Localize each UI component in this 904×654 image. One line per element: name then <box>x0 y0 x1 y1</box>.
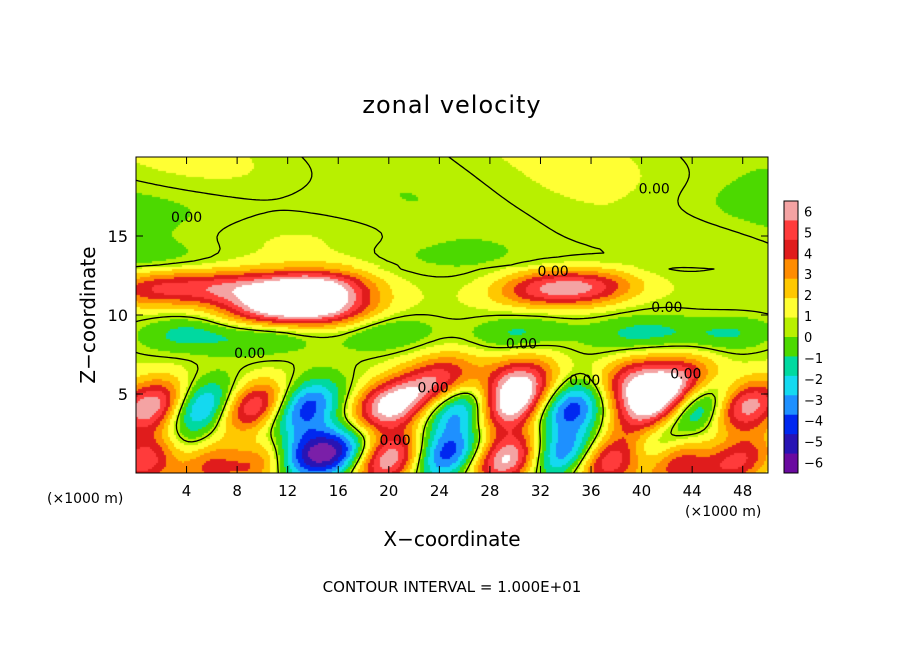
x-tick-label: 20 <box>379 482 398 500</box>
colorbar-tick-label: −3 <box>804 394 823 409</box>
colorbar-tick-label: −4 <box>804 415 823 430</box>
colorbar-swatch <box>784 395 798 416</box>
y-tick-label: 10 <box>108 306 128 325</box>
colorbar-tick-label: −6 <box>804 457 823 472</box>
colorbar-tick-label: 6 <box>804 205 812 220</box>
colorbar-frame <box>783 200 799 474</box>
colorbar-swatch <box>784 239 798 260</box>
x-tick-label: 32 <box>531 482 550 500</box>
x-axis-label: X−coordinate <box>383 527 520 551</box>
colorbar-tick-label: −2 <box>804 373 823 388</box>
contour-interval-note: CONTOUR INTERVAL = 1.000E+01 <box>323 578 582 596</box>
contour-label: 0.00 <box>651 300 682 316</box>
contour-label: 0.00 <box>538 264 569 280</box>
contour-label: 0.00 <box>670 366 701 382</box>
colorbar-tick-label: −5 <box>804 436 823 451</box>
x-tick-label: 16 <box>329 482 348 500</box>
colorbar-tick-label: 3 <box>804 268 812 283</box>
contour-label: 0.00 <box>506 336 537 352</box>
colorbar-swatch <box>784 201 798 221</box>
colorbar-swatch <box>784 375 798 396</box>
contour-label: 0.00 <box>639 182 670 198</box>
x-tick-label: 44 <box>683 482 702 500</box>
colorbar-swatch <box>784 453 798 474</box>
zero-contour <box>135 156 769 474</box>
colorbar-tick-label: 4 <box>804 247 812 262</box>
contour-labels: 0.00 0.00 0.00 0.00 0.00 0.00 0.00 0.00 0.00 0.00 <box>171 182 701 449</box>
y-tick-label: 15 <box>108 227 128 246</box>
x-tick-label: 8 <box>232 482 242 500</box>
colorbar-swatch <box>784 278 798 299</box>
contour-label: 0.00 <box>234 346 265 362</box>
velocity-field <box>136 157 768 473</box>
colorbar-swatch <box>784 337 798 357</box>
x-tick-label: 40 <box>632 482 651 500</box>
colorbar-tick-label: −1 <box>804 352 823 367</box>
plot-area: 0.00 0.00 0.00 0.00 0.00 0.00 0.00 0.00 0.00 0.00 <box>135 156 769 474</box>
x-tick-label: 48 <box>733 482 752 500</box>
contour-label: 0.00 <box>417 381 448 397</box>
y-axis: 5 10 15 <box>108 227 768 404</box>
colorbar-swatch <box>784 434 798 455</box>
x-tick-label: 28 <box>480 482 499 500</box>
contour-label: 0.00 <box>171 210 202 226</box>
colorbar-tick-label: 2 <box>804 289 812 304</box>
colorbar-tick-label: 5 <box>804 226 812 241</box>
x-tick-label: 12 <box>278 482 297 500</box>
colorbar-swatch <box>784 317 798 338</box>
colorbar-swatch <box>784 356 798 377</box>
contour-label: 0.00 <box>569 373 600 389</box>
contour-lines <box>135 156 769 474</box>
x-tick-label: 4 <box>182 482 192 500</box>
y-axis-label: Z−coordinate <box>76 246 100 383</box>
x-tick-label: 36 <box>581 482 600 500</box>
colorbar: 6 5 4 3 2 1 0 −1 −2 −3 −4 −5 −6 <box>783 200 823 474</box>
x-unit-left: (×1000 m) <box>47 491 123 507</box>
colorbar-swatch <box>784 220 798 241</box>
colorbar-swatch <box>784 259 798 280</box>
x-tick-label: 24 <box>430 482 449 500</box>
contour-label: 0.00 <box>380 433 411 449</box>
colorbar-tick-label: 1 <box>804 310 812 325</box>
colorbar-swatch <box>784 298 798 319</box>
colorbar-tick-label: 0 <box>804 331 812 346</box>
y-tick-label: 5 <box>118 385 128 404</box>
colorbar-swatch <box>784 414 798 435</box>
x-axis: 4 8 12 16 20 24 28 32 36 40 44 48 <box>182 157 752 500</box>
chart-title: zonal velocity <box>362 91 541 119</box>
x-unit-right: (×1000 m) <box>685 504 761 520</box>
